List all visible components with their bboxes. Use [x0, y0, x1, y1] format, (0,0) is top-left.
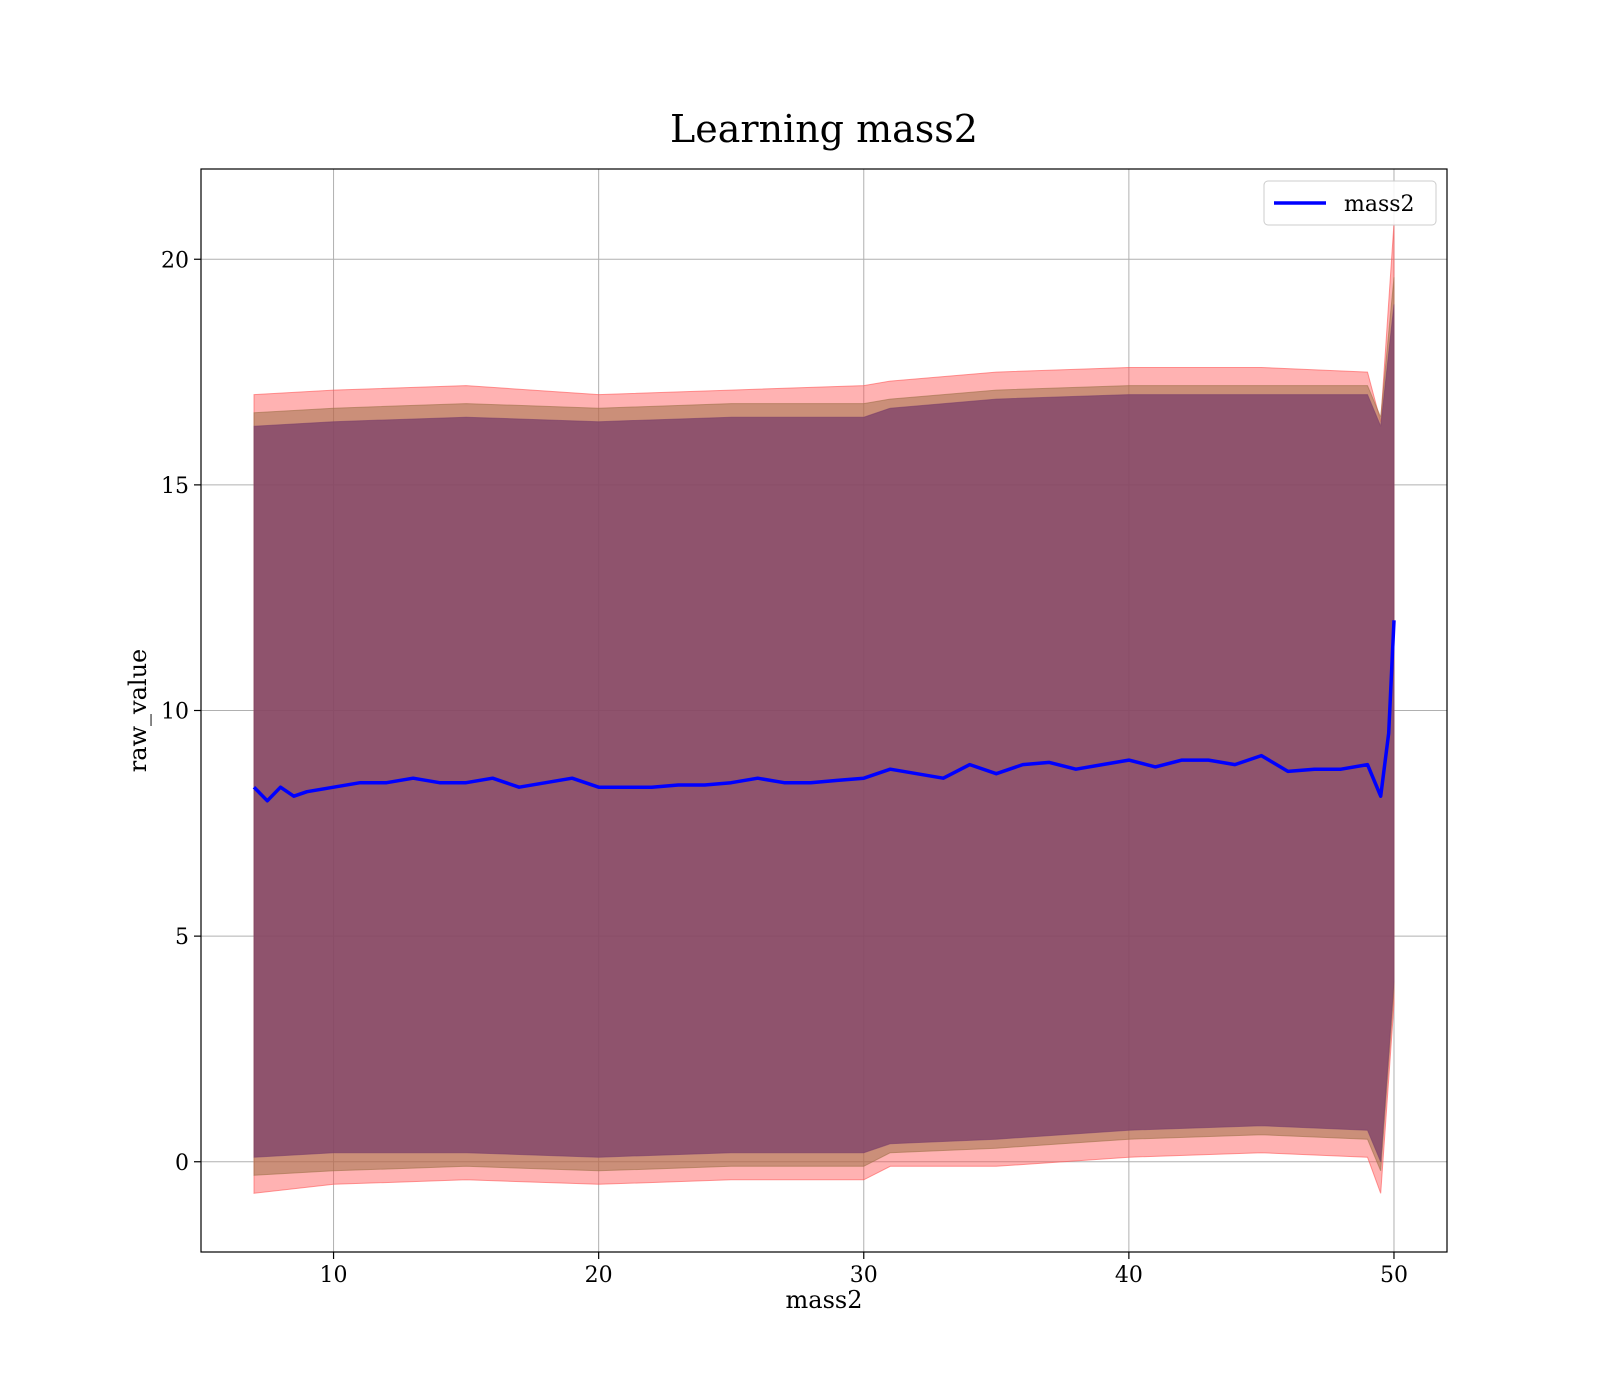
axis-ticks: 10 20 30 40 50 0 5 10 15 20: [161, 248, 1408, 1288]
y-tick-label: 15: [161, 474, 189, 499]
y-tick-label: 0: [175, 1151, 189, 1176]
legend-box: [1263, 180, 1437, 226]
x-tick-label: 50: [1380, 1263, 1408, 1288]
series-lines: [252, 620, 1396, 803]
x-tick-label: 40: [1115, 1263, 1143, 1288]
legend-label-mass2: mass2: [1344, 192, 1415, 217]
x-tick-label: 20: [585, 1263, 613, 1288]
y-tick-label: 10: [161, 700, 189, 725]
series-line-mass2: [252, 620, 1396, 803]
x-tick-label: 30: [850, 1263, 878, 1288]
y-tick-label: 20: [161, 248, 189, 273]
y-axis-label: raw_value: [124, 649, 152, 773]
legend: mass2: [1263, 180, 1437, 226]
y-tick-label: 5: [175, 925, 189, 950]
chart-title: Learning mass2: [670, 107, 978, 151]
x-tick-label: 10: [320, 1263, 348, 1288]
confidence-bands: [253, 223, 1395, 1194]
x-axis-label: mass2: [786, 1286, 863, 1314]
band-1sigma: [253, 304, 1395, 1162]
